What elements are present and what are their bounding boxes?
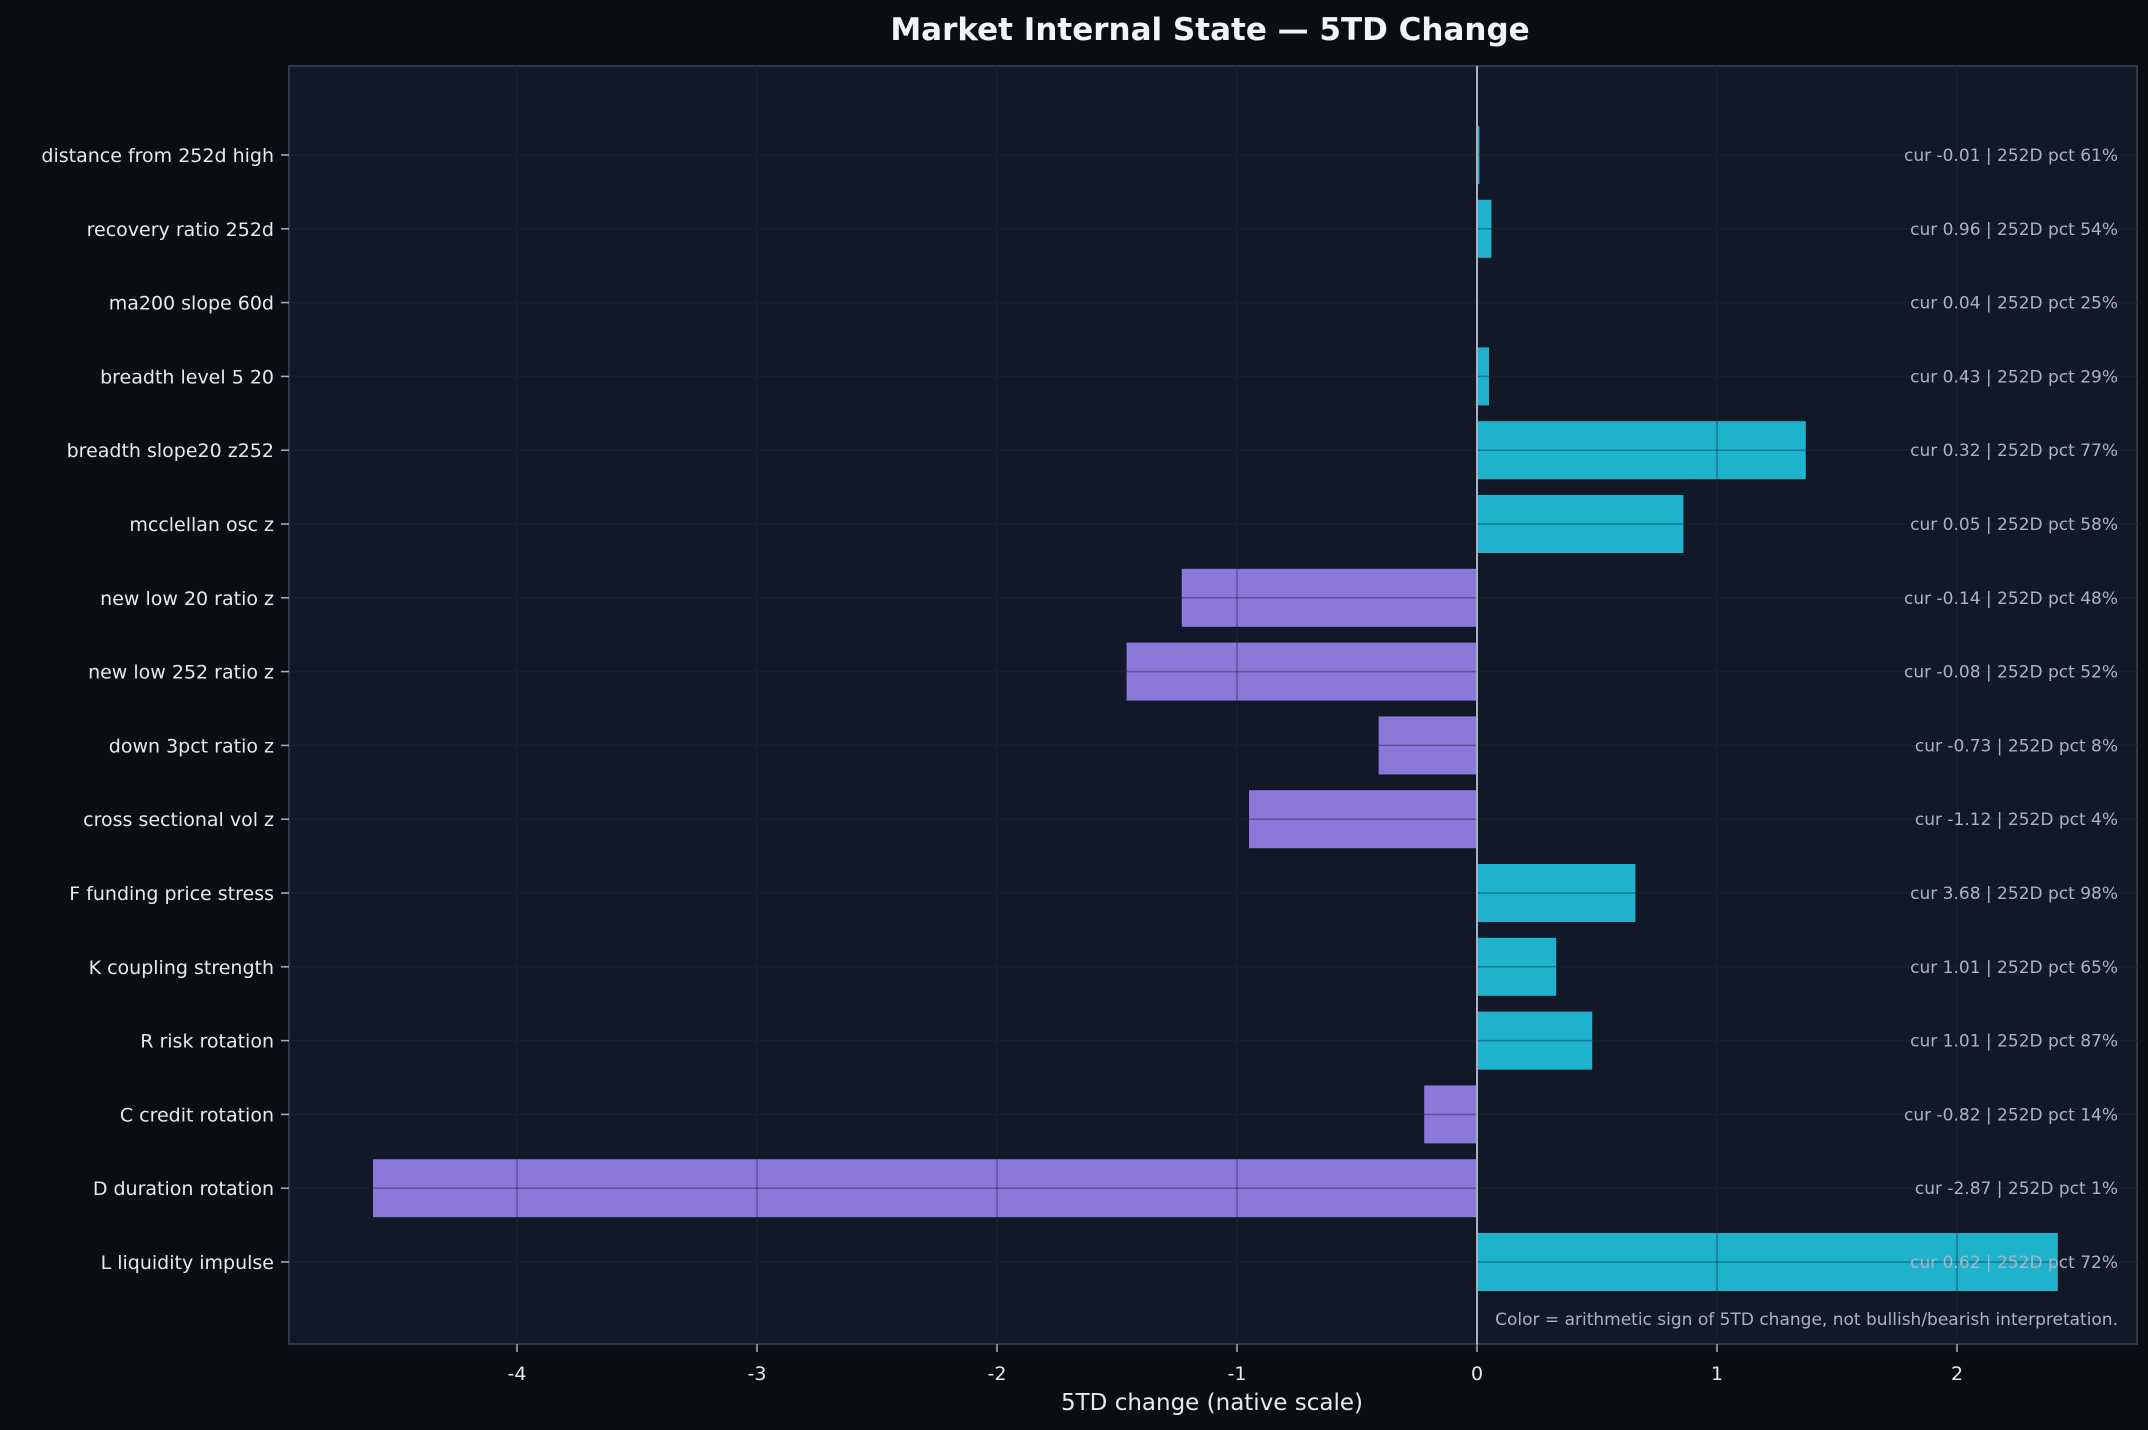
- y-tick-label: breadth slope20 z252: [67, 440, 274, 462]
- bar-annotations: cur -0.01 | 252D pct 61% cur 0.96 | 252D …: [1904, 146, 2118, 1273]
- bar-annotation: cur 0.96 | 252D pct 54%: [1910, 220, 2118, 240]
- plot-area: [288, 65, 2138, 1345]
- y-tick-label: down 3pct ratio z: [109, 735, 274, 757]
- y-tick-label: K coupling strength: [89, 957, 274, 979]
- bar: [373, 1159, 1477, 1218]
- bar-annotation: cur 1.01 | 252D pct 65%: [1910, 958, 2118, 978]
- x-tick-label: -3: [748, 1363, 767, 1385]
- y-tick-label: D duration rotation: [93, 1178, 274, 1200]
- x-tick-label: -1: [1228, 1363, 1247, 1385]
- chart-title: Market Internal State — 5TD Change: [890, 12, 1529, 48]
- y-tick-label: breadth level 5 20: [100, 366, 274, 388]
- x-tick-label: 1: [1711, 1363, 1723, 1385]
- x-axis-ticks: -4 -3 -2 -1 0 1 2: [508, 1344, 1963, 1385]
- bar-annotation: cur -0.82 | 252D pct 14%: [1904, 1105, 2118, 1125]
- y-tick-label: new low 20 ratio z: [100, 588, 274, 610]
- bar-annotation: cur -1.12 | 252D pct 4%: [1915, 810, 2118, 830]
- bar: [1477, 421, 1806, 480]
- bar-annotation: cur -2.87 | 252D pct 1%: [1915, 1179, 2118, 1199]
- bar-annotation: cur 1.01 | 252D pct 87%: [1910, 1032, 2118, 1052]
- y-tick-label: cross sectional vol z: [83, 809, 274, 831]
- bar-annotation: cur 0.04 | 252D pct 25%: [1910, 294, 2118, 314]
- x-tick-label: -2: [988, 1363, 1007, 1385]
- bar-annotation: cur -0.73 | 252D pct 8%: [1915, 736, 2118, 756]
- bar-annotation: cur 3.68 | 252D pct 98%: [1910, 884, 2118, 904]
- footnote: Color = arithmetic sign of 5TD change, n…: [1495, 1310, 2118, 1330]
- y-tick-label: distance from 252d high: [41, 145, 274, 167]
- bar-group: [373, 126, 2058, 1291]
- y-tick-label: F funding price stress: [69, 883, 274, 905]
- bar-annotation: cur -0.14 | 252D pct 48%: [1904, 589, 2118, 609]
- bar: [1477, 495, 1684, 553]
- y-tick-label: new low 252 ratio z: [88, 662, 274, 684]
- bar: [1477, 199, 1492, 258]
- y-axis-labels: distance from 252d high recovery ratio 25…: [41, 145, 289, 1274]
- bar: [1424, 1085, 1477, 1144]
- bar: [1477, 347, 1489, 406]
- bar-annotation: cur -0.01 | 252D pct 61%: [1904, 146, 2118, 166]
- y-tick-label: C credit rotation: [120, 1104, 274, 1126]
- bar: [1477, 864, 1636, 922]
- y-tick-label: R risk rotation: [140, 1031, 274, 1053]
- x-tick-label: 0: [1471, 1363, 1483, 1385]
- x-tick-label: 2: [1951, 1363, 1963, 1385]
- bar-annotation: cur 0.43 | 252D pct 29%: [1910, 367, 2118, 387]
- bar-annotation: cur 0.62 | 252D pct 72%: [1910, 1253, 2118, 1273]
- bar: [1477, 1233, 2058, 1291]
- y-tick-label: mcclellan osc z: [129, 514, 274, 536]
- bar-annotation: cur 0.32 | 252D pct 77%: [1910, 441, 2118, 461]
- bar: [1378, 716, 1477, 775]
- bar-annotation: cur -0.08 | 252D pct 52%: [1904, 663, 2118, 683]
- bar: [1477, 1011, 1593, 1070]
- bar: [1477, 126, 1480, 184]
- bar: [1477, 937, 1557, 996]
- bar-annotation: cur 0.05 | 252D pct 58%: [1910, 515, 2118, 535]
- x-axis-label: 5TD change (native scale): [1061, 1390, 1363, 1416]
- bar: [1181, 568, 1477, 627]
- x-tick-label: -4: [508, 1363, 527, 1385]
- y-tick-label: recovery ratio 252d: [87, 219, 274, 241]
- y-tick-label: L liquidity impulse: [101, 1252, 274, 1274]
- bar: [1249, 790, 1477, 849]
- bar: [1126, 642, 1477, 701]
- y-tick-label: ma200 slope 60d: [109, 293, 274, 315]
